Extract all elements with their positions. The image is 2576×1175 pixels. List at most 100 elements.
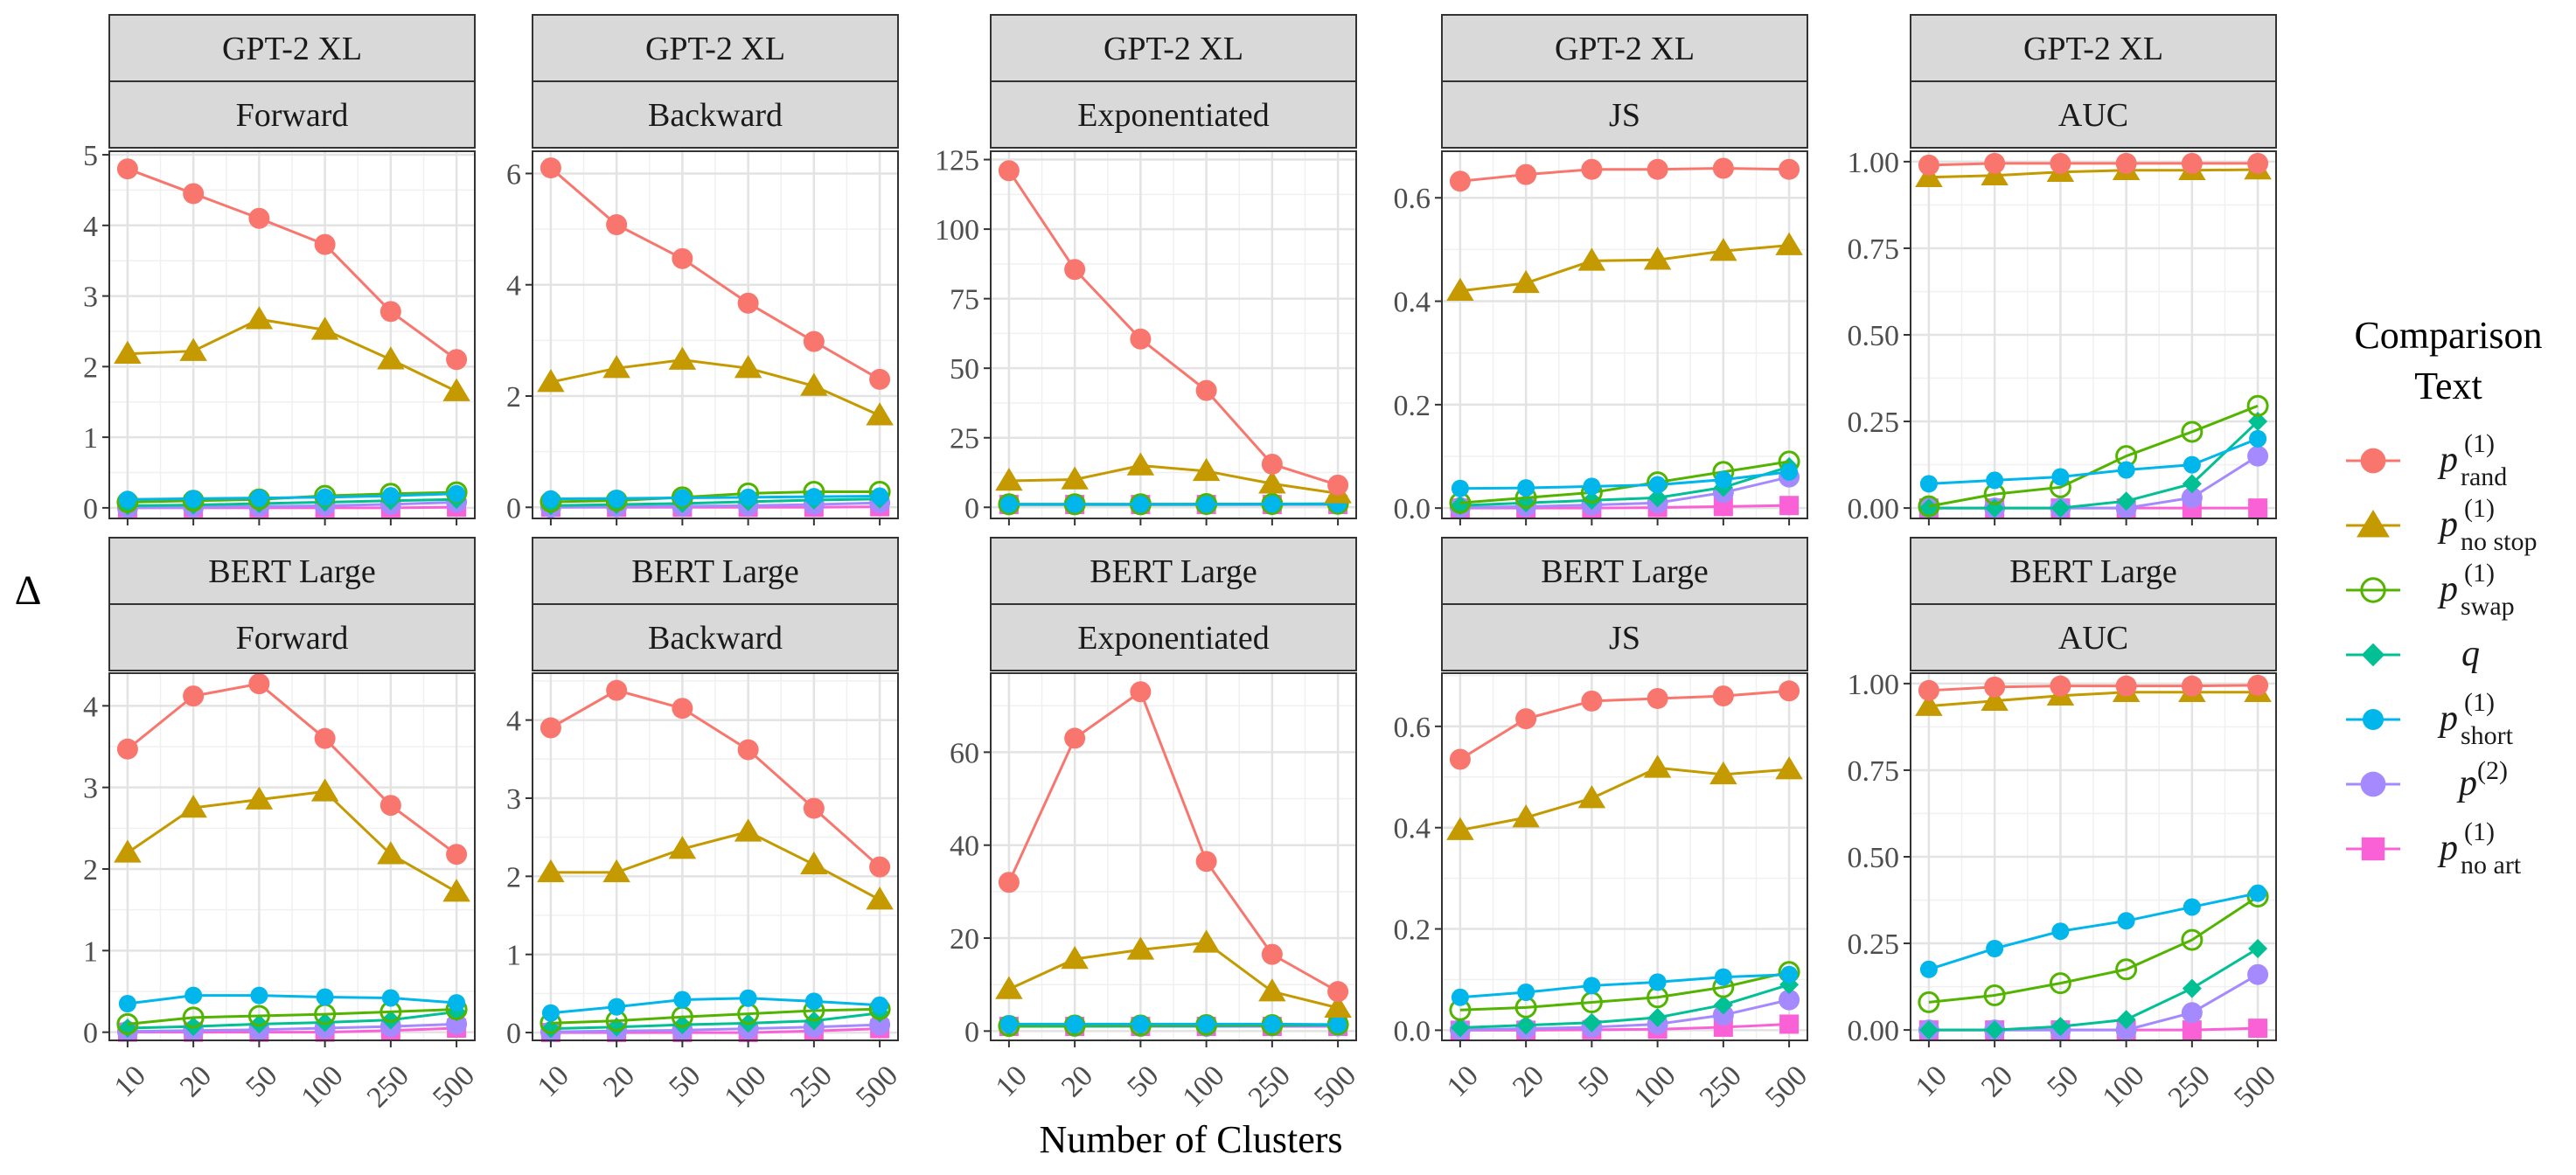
point-p-short-20 — [608, 490, 626, 508]
y-tick-label: 0.6 — [1394, 712, 1431, 744]
point-p-no-stop-100 — [1643, 247, 1672, 270]
point-p2-100 — [2115, 1019, 2137, 1041]
series-line-p2 — [127, 500, 457, 510]
y-tick-label: 0.00 — [1848, 1015, 1900, 1047]
y-tick-label: 0 — [506, 492, 521, 525]
legend-label-p-no-art: p (1) no art — [2437, 817, 2522, 880]
point-p-rand-10 — [540, 717, 561, 739]
point-p-no-stop-20 — [1061, 945, 1089, 970]
point-p-short-500 — [1780, 462, 1799, 481]
series-line-p-short — [1928, 892, 2259, 971]
point-p-no-stop-500 — [1775, 232, 1803, 255]
point-q-50 — [672, 1015, 693, 1035]
panel-border — [108, 672, 476, 1041]
point-p-rand-100 — [1647, 158, 1668, 180]
point-p-no-stop-10 — [114, 839, 142, 863]
y-tick-label: 0.0 — [1394, 493, 1431, 525]
point-p-no-stop-50 — [1126, 936, 1155, 960]
legend-label-sup: (1) — [2464, 688, 2495, 717]
series-p-no-stop — [537, 818, 894, 910]
point-p-rand-50 — [1130, 328, 1152, 350]
point-p-no-art-250 — [2182, 1020, 2202, 1040]
point-p-rand-250 — [803, 330, 825, 352]
point-p-no-art-500 — [2248, 498, 2268, 518]
point-p-short-100 — [2117, 912, 2135, 930]
y-tick-label: 4 — [83, 691, 98, 723]
y-tick-label: 20 — [950, 923, 979, 956]
legend-title-line-2: Text — [2414, 365, 2482, 407]
point-p-short-20 — [1066, 1015, 1084, 1033]
facet-strip-metric — [1910, 80, 2277, 149]
point-p-short-250 — [2183, 898, 2201, 916]
facet-strip-model — [108, 14, 476, 82]
legend-item-p-swap: p (1) swap — [2346, 559, 2515, 621]
y-tick-label: 25 — [950, 423, 979, 455]
point-q-100 — [1647, 1007, 1667, 1027]
point-q-500 — [2248, 412, 2268, 432]
series-p-rand — [998, 160, 1349, 496]
point-p-short-500 — [1780, 965, 1799, 984]
series-line-p-short — [1459, 973, 1790, 999]
y-tick-label: 0 — [83, 1018, 98, 1050]
point-p-short-250 — [804, 488, 823, 506]
point-q-20 — [1516, 1015, 1536, 1035]
y-tick-label: 60 — [950, 737, 979, 769]
point-p-no-stop-250 — [800, 851, 828, 875]
point-p-short-50 — [2051, 922, 2070, 941]
point-p-rand-250 — [1712, 157, 1734, 179]
legend-label-p-swap: p (1) swap — [2437, 559, 2515, 621]
series-p-no-stop — [537, 346, 894, 426]
point-p-no-stop-250 — [377, 841, 405, 865]
point-p-rand-10 — [116, 738, 138, 760]
legend-label-sub: rand — [2461, 462, 2507, 491]
point-p-no-stop-20 — [1061, 466, 1089, 490]
point-p-short-10 — [1919, 960, 1938, 978]
series-q — [1918, 939, 2268, 1040]
facet-metric-label: AUC — [2058, 97, 2128, 134]
point-p-short-500 — [871, 996, 889, 1014]
point-q-250 — [1713, 995, 1733, 1015]
legend-key-marker — [2360, 577, 2386, 603]
y-tick-label: 125 — [935, 145, 979, 177]
point-p-rand-10 — [998, 160, 1020, 182]
point-q-50 — [1582, 490, 1602, 511]
facet-strip-metric — [532, 80, 899, 149]
series-line-p2 — [550, 1023, 881, 1033]
point-p-no-stop-250 — [377, 346, 405, 370]
point-p-short-10 — [541, 490, 560, 508]
series-line-p-no-stop — [1459, 244, 1790, 293]
series-p-rand — [1918, 152, 2269, 176]
facet-strip-metric — [108, 603, 476, 671]
series-line-p-swap — [550, 490, 881, 504]
point-p-short-20 — [608, 998, 626, 1016]
series-line-p-no-stop — [550, 358, 881, 417]
series-line-p-no-stop — [1928, 168, 2259, 179]
y-tick-label: 0.50 — [1848, 320, 1900, 352]
panel-border — [1441, 150, 1808, 519]
facet-strip-metric — [108, 80, 476, 149]
point-p-short-500 — [448, 994, 466, 1012]
point-p-short-50 — [1583, 477, 1601, 496]
point-p-short-250 — [1263, 495, 1281, 513]
legend-label-p-rand: p (1) rand — [2437, 429, 2507, 491]
gridlines — [1911, 673, 2276, 1040]
point-p2-500 — [2247, 963, 2269, 985]
y-tick-label: 0.0 — [1394, 1015, 1431, 1047]
series-p2 — [1918, 445, 2269, 519]
point-p-short-100 — [1648, 973, 1667, 991]
facet-metric-label: Backward — [648, 620, 783, 657]
point-p-rand-50 — [672, 247, 693, 269]
point-p-no-art-500 — [1779, 496, 1800, 516]
y-tick-label: 0.2 — [1394, 914, 1431, 947]
y-tick-label: 2 — [83, 854, 98, 886]
point-p2-500 — [1779, 989, 1800, 1011]
point-p-rand-250 — [1712, 685, 1734, 707]
point-p-no-stop-20 — [1512, 269, 1540, 294]
point-p-short-10 — [1919, 475, 1938, 493]
point-p-no-stop-10 — [1446, 277, 1474, 301]
series-line-p2 — [127, 1022, 457, 1033]
gridlines — [991, 673, 1356, 1040]
y-tick-label: 5 — [83, 140, 98, 172]
